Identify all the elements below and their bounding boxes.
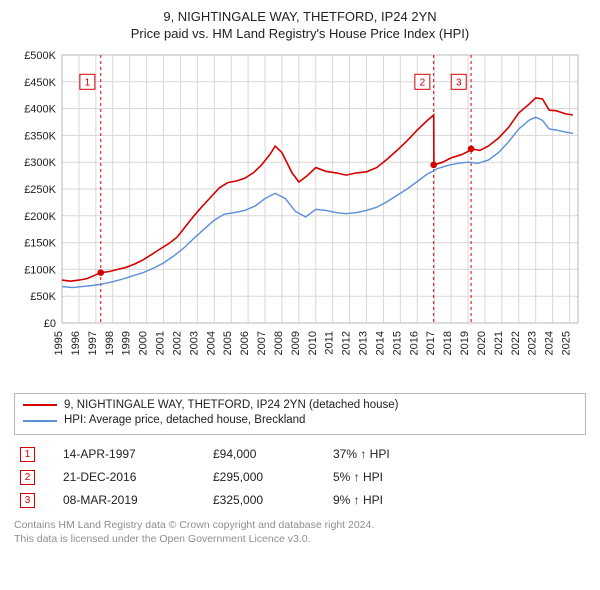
sale-marker-number: 1 [85,77,91,88]
x-tick-label: 2013 [358,331,370,355]
x-tick-label: 2022 [510,331,522,355]
x-tick-label: 2009 [290,331,302,355]
x-tick-label: 2004 [205,331,217,355]
y-tick-label: £0 [44,318,56,330]
legend-swatch [23,404,57,406]
sale-index-box: 3 [20,493,35,508]
y-tick-label: £100K [24,264,56,276]
y-tick-label: £150K [24,237,56,249]
x-tick-label: 2024 [544,331,556,355]
x-tick-label: 1999 [121,331,133,355]
x-tick-label: 2017 [425,331,437,355]
sales-row: 1 14-APR-1997£94,00037% ↑ HPI [14,443,586,466]
x-tick-label: 2014 [374,331,386,355]
sale-price: £94,000 [213,447,333,461]
x-tick-label: 2019 [459,331,471,355]
sale-date: 21-DEC-2016 [63,470,213,484]
x-tick-label: 2010 [307,331,319,355]
sale-date: 14-APR-1997 [63,447,213,461]
y-tick-label: £400K [24,103,56,115]
x-tick-label: 2016 [408,331,420,355]
x-tick-label: 1995 [53,331,65,355]
x-tick-label: 1998 [104,331,116,355]
credits-line-2: This data is licensed under the Open Gov… [14,532,586,546]
sale-marker-number: 3 [456,77,462,88]
sale-hpi-diff: 9% ↑ HPI [333,493,463,507]
sales-row: 3 08-MAR-2019£325,0009% ↑ HPI [14,489,586,512]
sales-row: 2 21-DEC-2016£295,0005% ↑ HPI [14,466,586,489]
x-tick-label: 2021 [493,331,505,355]
y-tick-label: £300K [24,157,56,169]
x-tick-label: 2007 [256,331,268,355]
x-tick-label: 2015 [391,331,403,355]
y-tick-label: £50K [30,291,56,303]
y-tick-label: £500K [24,50,56,62]
x-tick-label: 2000 [138,331,150,355]
chart-legend: 9, NIGHTINGALE WAY, THETFORD, IP24 2YN (… [14,393,586,435]
price-vs-hpi-chart: £0 £50K £100K £150K £200K £250K £300K £350K £400… [14,47,586,387]
sale-marker-number: 2 [420,77,426,88]
sale-index-box: 2 [20,470,35,485]
x-tick-label: 2002 [171,331,183,355]
x-tick-label: 2008 [273,331,285,355]
x-tick-label: 2005 [222,331,234,355]
x-tick-label: 2012 [341,331,353,355]
x-tick-label: 2020 [476,331,488,355]
credits-line-1: Contains HM Land Registry data © Crown c… [14,518,586,532]
sale-index-box: 1 [20,447,35,462]
price-series-line [62,97,573,280]
sale-dot [430,161,437,168]
data-credits: Contains HM Land Registry data © Crown c… [14,518,586,546]
legend-swatch [23,420,57,422]
sale-price: £325,000 [213,493,333,507]
y-tick-label: £350K [24,130,56,142]
legend-label: HPI: Average price, detached house, Brec… [64,413,305,429]
x-tick-label: 2003 [188,331,200,355]
sales-table: 1 14-APR-1997£94,00037% ↑ HPI 2 21-DEC-2016… [14,443,586,512]
page-title: 9, NIGHTINGALE WAY, THETFORD, IP24 2YN [14,8,586,26]
sale-hpi-diff: 37% ↑ HPI [333,447,463,461]
sale-hpi-diff: 5% ↑ HPI [333,470,463,484]
x-tick-label: 2011 [324,331,336,355]
x-tick-label: 2025 [561,331,573,355]
sale-price: £295,000 [213,470,333,484]
sale-dot [468,145,475,152]
x-tick-label: 2001 [155,331,167,355]
y-tick-label: £200K [24,210,56,222]
x-tick-label: 1996 [70,331,82,355]
y-tick-label: £450K [24,76,56,88]
legend-label: 9, NIGHTINGALE WAY, THETFORD, IP24 2YN (… [64,398,398,414]
sale-date: 08-MAR-2019 [63,493,213,507]
x-tick-label: 2006 [239,331,251,355]
x-tick-label: 2018 [442,331,454,355]
legend-row: 9, NIGHTINGALE WAY, THETFORD, IP24 2YN (… [23,398,577,414]
sale-dot [97,269,104,276]
x-tick-label: 2023 [527,331,539,355]
x-tick-label: 1997 [87,331,99,355]
legend-row: HPI: Average price, detached house, Brec… [23,413,577,429]
page-subtitle: Price paid vs. HM Land Registry's House … [14,26,586,41]
y-tick-label: £250K [24,184,56,196]
